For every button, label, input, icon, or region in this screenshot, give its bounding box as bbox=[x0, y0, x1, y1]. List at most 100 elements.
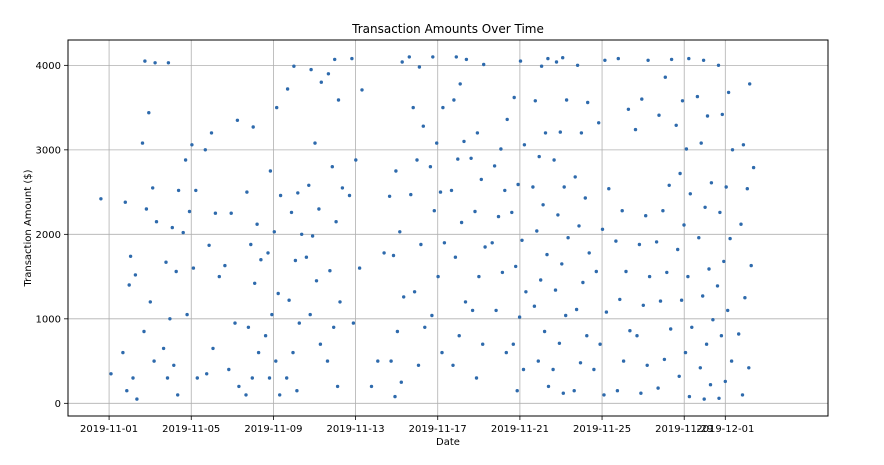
data-point bbox=[553, 288, 558, 292]
y-tick-label: 4000 bbox=[36, 61, 61, 72]
data-point bbox=[207, 243, 211, 247]
data-point bbox=[560, 262, 564, 266]
data-point bbox=[535, 229, 539, 233]
data-point bbox=[505, 117, 509, 122]
data-point bbox=[436, 274, 440, 279]
data-point bbox=[435, 141, 439, 145]
data-point bbox=[285, 87, 290, 91]
data-point bbox=[500, 270, 505, 275]
data-point bbox=[600, 227, 605, 231]
data-point bbox=[674, 123, 678, 128]
data-point bbox=[598, 342, 602, 346]
data-point bbox=[267, 376, 272, 380]
data-point bbox=[587, 251, 591, 255]
data-point bbox=[705, 114, 710, 118]
data-point bbox=[99, 197, 103, 201]
data-point bbox=[741, 143, 746, 147]
y-tick-label: 3000 bbox=[36, 145, 61, 156]
data-point bbox=[607, 187, 611, 191]
data-point bbox=[453, 255, 458, 259]
data-point bbox=[451, 363, 455, 367]
data-point bbox=[291, 350, 295, 355]
data-point bbox=[618, 297, 622, 302]
data-point bbox=[669, 327, 673, 331]
data-point bbox=[360, 88, 364, 92]
data-point bbox=[318, 342, 323, 346]
y-tick-label: 2000 bbox=[36, 230, 61, 241]
data-point bbox=[686, 274, 690, 279]
data-point bbox=[310, 234, 315, 238]
data-point bbox=[131, 376, 135, 380]
data-point bbox=[490, 241, 494, 245]
data-point bbox=[125, 389, 129, 393]
data-point bbox=[482, 62, 486, 67]
data-point bbox=[739, 222, 743, 226]
data-point bbox=[176, 393, 180, 397]
data-point bbox=[586, 100, 590, 105]
data-point bbox=[657, 113, 661, 117]
data-point bbox=[274, 359, 278, 363]
data-point bbox=[336, 98, 341, 102]
data-point bbox=[554, 60, 559, 64]
y-tick-label: 0 bbox=[55, 399, 61, 410]
data-point bbox=[669, 57, 674, 62]
data-point bbox=[640, 97, 644, 101]
data-point bbox=[702, 397, 706, 401]
data-point bbox=[398, 230, 402, 234]
data-point bbox=[726, 90, 731, 95]
data-point bbox=[499, 147, 503, 151]
data-point bbox=[432, 209, 436, 213]
data-point bbox=[168, 317, 172, 321]
data-point bbox=[203, 148, 207, 152]
data-point bbox=[423, 325, 427, 329]
data-point bbox=[217, 274, 221, 279]
data-point bbox=[209, 131, 214, 135]
data-point bbox=[417, 65, 422, 69]
data-point bbox=[581, 280, 585, 285]
data-point bbox=[684, 147, 689, 151]
data-point bbox=[543, 131, 548, 135]
data-point bbox=[522, 143, 527, 147]
data-point bbox=[144, 207, 149, 211]
data-point bbox=[276, 291, 280, 296]
data-point bbox=[504, 350, 508, 355]
data-point bbox=[680, 99, 685, 103]
data-point bbox=[272, 230, 276, 234]
data-point bbox=[558, 130, 562, 134]
data-point bbox=[662, 357, 667, 362]
data-point bbox=[645, 363, 649, 367]
data-point bbox=[665, 270, 669, 275]
data-point bbox=[135, 397, 139, 401]
data-point bbox=[400, 60, 404, 64]
data-point bbox=[229, 211, 233, 215]
data-point bbox=[309, 67, 313, 72]
data-point bbox=[317, 207, 321, 211]
data-point bbox=[701, 58, 706, 62]
data-point bbox=[539, 278, 543, 282]
data-point bbox=[293, 258, 298, 263]
data-point bbox=[394, 169, 398, 173]
data-point bbox=[688, 192, 692, 196]
data-point bbox=[575, 63, 580, 67]
data-point bbox=[330, 165, 334, 169]
data-point bbox=[227, 367, 231, 372]
data-point bbox=[313, 141, 317, 145]
data-point bbox=[340, 186, 345, 190]
data-point bbox=[541, 203, 545, 207]
data-point bbox=[532, 304, 537, 308]
data-point bbox=[369, 384, 374, 389]
data-point bbox=[255, 222, 259, 226]
data-point bbox=[194, 188, 198, 193]
data-point bbox=[531, 185, 535, 189]
data-point bbox=[151, 186, 155, 190]
data-point bbox=[690, 325, 694, 329]
data-point bbox=[307, 183, 311, 187]
x-tick-label: 2019-11-25 bbox=[573, 424, 631, 435]
data-point bbox=[699, 141, 703, 145]
data-point bbox=[190, 143, 194, 147]
data-point bbox=[335, 384, 340, 389]
data-point bbox=[516, 182, 520, 187]
data-point bbox=[719, 334, 724, 338]
data-point bbox=[183, 158, 188, 162]
